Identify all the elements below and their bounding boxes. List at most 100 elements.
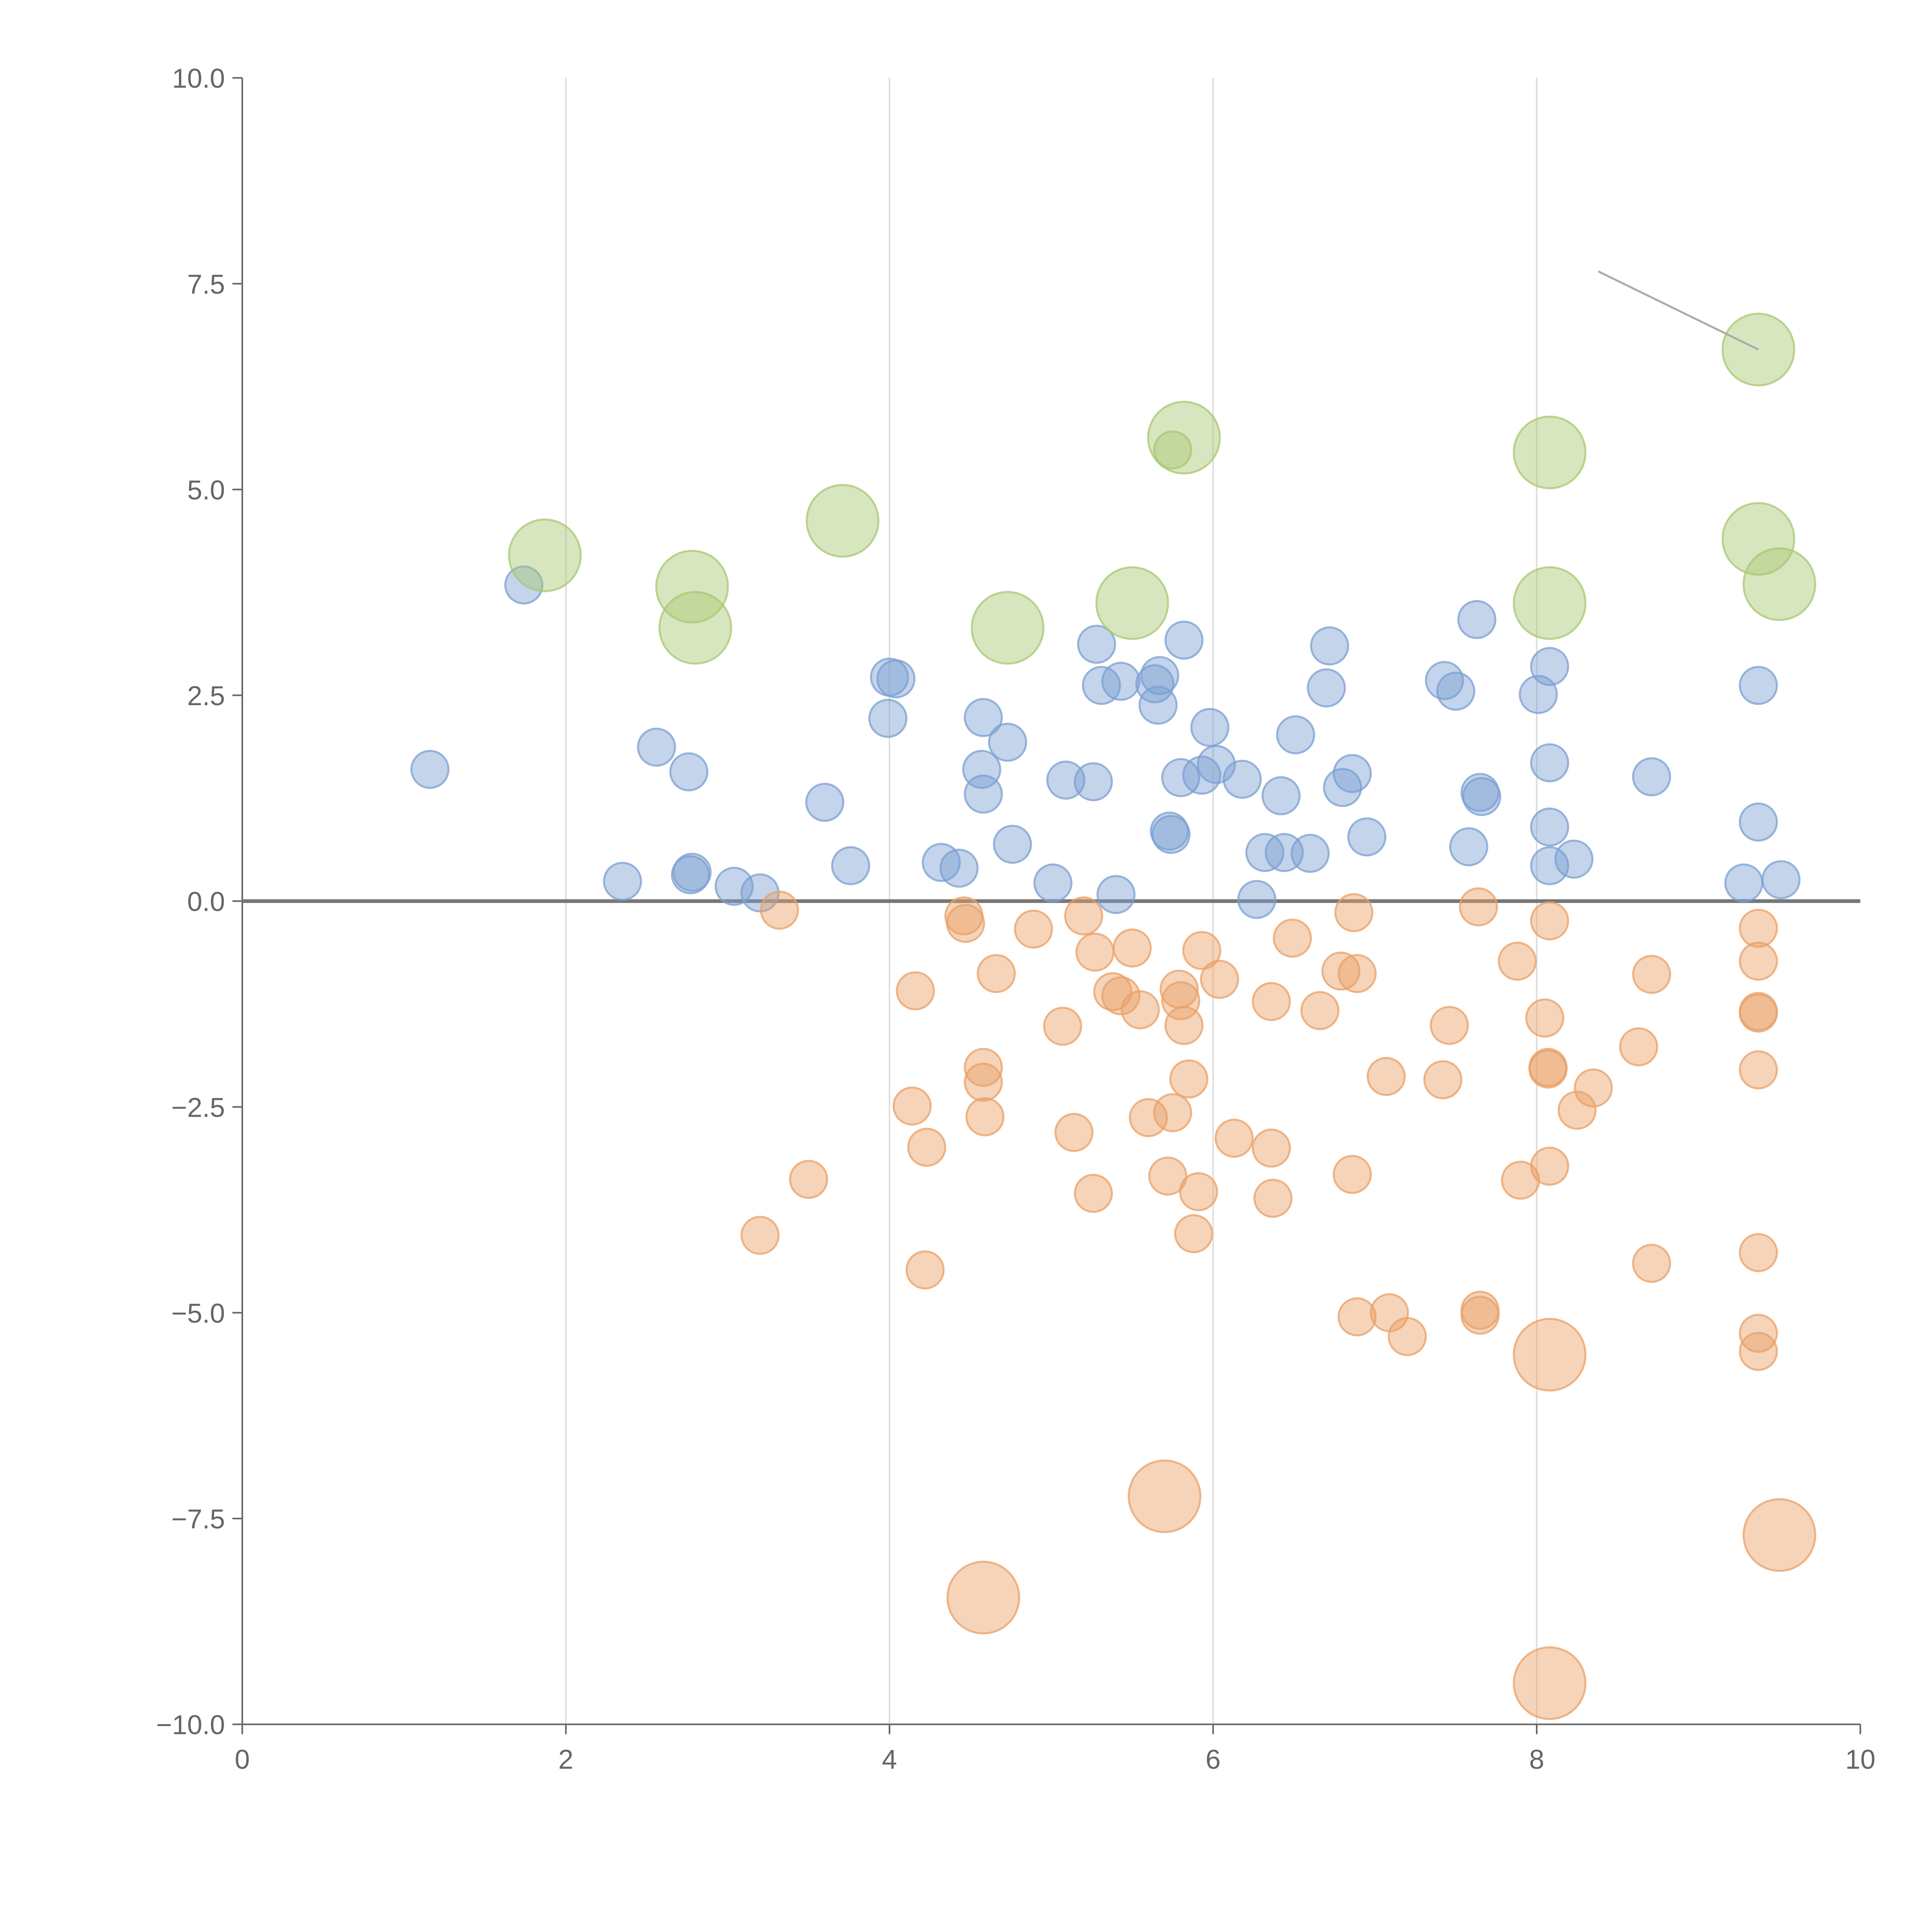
highlight-negative-point: [1513, 1318, 1587, 1392]
negative-point: [1252, 982, 1291, 1021]
positive-point: [1150, 811, 1189, 851]
positive-point: [1724, 863, 1764, 903]
negative-point: [896, 971, 935, 1010]
positive-point: [1530, 647, 1570, 686]
positive-point: [1554, 839, 1594, 879]
negative-point: [1253, 1179, 1293, 1218]
negative-point: [1460, 1296, 1500, 1335]
y-tick-label: 7.5: [187, 269, 225, 299]
positive-point: [1223, 760, 1262, 799]
positive-point: [1632, 757, 1671, 796]
negative-point: [1558, 1090, 1597, 1130]
positive-point: [876, 659, 916, 699]
negative-point: [1174, 1214, 1213, 1253]
negative-point: [1430, 1006, 1469, 1045]
negative-point: [1530, 901, 1570, 940]
positive-point: [805, 782, 845, 822]
highlight-positive-point: [1147, 401, 1221, 474]
positive-point: [939, 849, 979, 888]
positive-point: [1530, 846, 1570, 885]
highlight-positive-point: [806, 484, 879, 558]
negative-point: [1014, 909, 1053, 949]
negative-point: [1182, 931, 1221, 970]
negative-point: [1112, 928, 1152, 968]
highlight-positive-point: [658, 591, 732, 665]
negative-point: [1739, 1332, 1778, 1371]
y-tick-label: 5.0: [187, 474, 225, 505]
positive-point: [831, 846, 871, 885]
y-tick-label: −5.0: [171, 1298, 225, 1328]
positive-point: [1077, 624, 1116, 664]
negative-point: [789, 1160, 828, 1199]
positive-point: [1161, 758, 1201, 798]
positive-point: [637, 728, 676, 767]
y-tick-label: 2.5: [187, 680, 225, 711]
negative-point: [1300, 991, 1340, 1030]
negative-point: [1333, 1155, 1372, 1194]
positive-point: [672, 852, 712, 892]
positive-point: [1138, 685, 1178, 725]
negative-point: [1252, 1128, 1291, 1168]
negative-point: [1337, 954, 1377, 993]
negative-point: [740, 1216, 780, 1255]
negative-point: [1074, 1173, 1113, 1213]
positive-point: [1276, 715, 1315, 755]
negative-point: [1632, 1243, 1671, 1283]
positive-point: [671, 855, 710, 895]
annotation-layer: [1597, 270, 1759, 350]
positive-point: [1307, 668, 1346, 707]
x-tick-label: 10: [1845, 1744, 1875, 1775]
positive-point: [1310, 626, 1349, 666]
positive-point: [1462, 777, 1502, 816]
points-layer: [410, 313, 1816, 1720]
negative-point: [1528, 1049, 1568, 1089]
x-tick-label: 6: [1206, 1744, 1221, 1775]
positive-point: [1436, 672, 1476, 711]
negative-point: [1273, 918, 1312, 958]
highlight-positive-point: [1742, 547, 1816, 621]
positive-point: [1101, 662, 1141, 701]
highlight-positive-point: [1513, 566, 1587, 640]
negative-point: [1423, 1060, 1463, 1099]
y-tick-label: −7.5: [171, 1504, 225, 1534]
highlight-negative-point: [1128, 1459, 1202, 1533]
positive-point: [1082, 666, 1121, 705]
positive-point: [1291, 833, 1330, 873]
negative-point: [964, 1063, 1003, 1102]
positive-point: [1197, 745, 1236, 784]
negative-point: [1200, 959, 1239, 999]
x-tick-label: 2: [558, 1744, 573, 1775]
positive-point: [964, 698, 1003, 737]
positive-point: [1237, 880, 1277, 919]
x-tick-label: 4: [882, 1744, 897, 1775]
positive-point: [603, 862, 642, 901]
negative-point: [1148, 1156, 1187, 1196]
negative-point: [1525, 998, 1565, 1038]
x-tick-label: 0: [235, 1744, 250, 1775]
positive-point: [669, 752, 709, 792]
axis-layer: 0 2 4 6 8 10 10.0 7.5 5.0 2.5 0.0 −2.5 −5.0 −7.5 −10.0: [156, 63, 1875, 1775]
negative-point: [1337, 1297, 1377, 1337]
positive-point: [1046, 760, 1085, 800]
positive-point: [1333, 754, 1372, 793]
negative-point: [1573, 1068, 1613, 1108]
negative-point: [1619, 1027, 1658, 1066]
y-tick-label: −2.5: [171, 1092, 225, 1122]
negative-point: [1043, 1007, 1082, 1046]
negative-point: [1530, 1146, 1570, 1186]
positive-point: [1151, 815, 1191, 854]
positive-point: [988, 723, 1027, 762]
negative-point: [1161, 981, 1201, 1020]
highlight-positive-small-point: [1153, 430, 1192, 470]
positive-point: [964, 774, 1003, 814]
negative-point: [964, 1048, 1003, 1087]
positive-point: [1460, 773, 1500, 812]
positive-point: [1190, 707, 1230, 747]
negative-point: [1366, 1057, 1406, 1096]
negative-point: [907, 1128, 946, 1167]
positive-point: [1739, 802, 1778, 842]
highlight-positive-point: [971, 591, 1044, 665]
highlight-negative-point: [1742, 1498, 1816, 1572]
positive-point: [1449, 827, 1488, 866]
